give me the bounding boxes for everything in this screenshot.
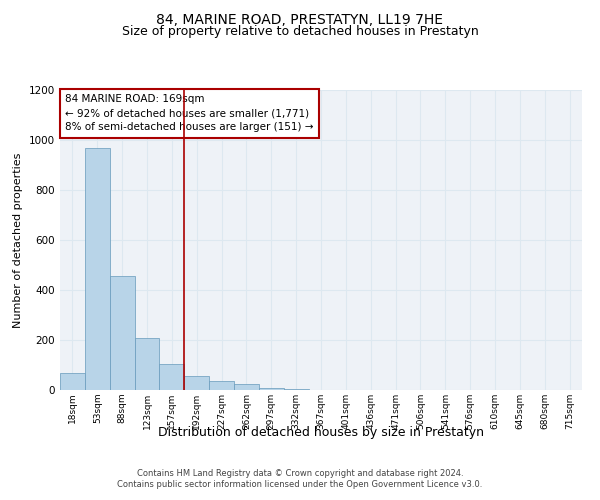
Text: Size of property relative to detached houses in Prestatyn: Size of property relative to detached ho…	[122, 25, 478, 38]
Bar	[209, 381, 234, 390]
Bar	[284, 389, 308, 390]
Text: Contains public sector information licensed under the Open Government Licence v3: Contains public sector information licen…	[118, 480, 482, 489]
Text: Contains HM Land Registry data © Crown copyright and database right 2024.: Contains HM Land Registry data © Crown c…	[137, 468, 463, 477]
Bar	[259, 388, 284, 390]
Text: 84, MARINE ROAD, PRESTATYN, LL19 7HE: 84, MARINE ROAD, PRESTATYN, LL19 7HE	[157, 12, 443, 26]
Bar	[110, 276, 134, 390]
Y-axis label: Number of detached properties: Number of detached properties	[13, 152, 23, 328]
Bar	[160, 364, 184, 390]
Text: Distribution of detached houses by size in Prestatyn: Distribution of detached houses by size …	[158, 426, 484, 439]
Bar	[85, 148, 110, 390]
Bar	[134, 338, 160, 390]
Bar	[60, 372, 85, 390]
Bar	[234, 384, 259, 390]
Text: 84 MARINE ROAD: 169sqm
← 92% of detached houses are smaller (1,771)
8% of semi-d: 84 MARINE ROAD: 169sqm ← 92% of detached…	[65, 94, 314, 132]
Bar	[184, 376, 209, 390]
